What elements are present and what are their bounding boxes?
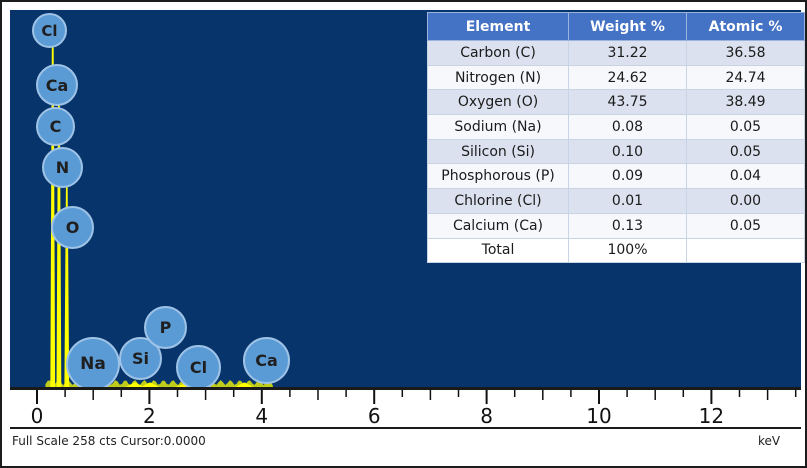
cell-atomic: 0.04: [686, 163, 805, 190]
x-axis-unit-label: keV: [758, 434, 781, 448]
peak-label-ca: Ca: [36, 64, 78, 106]
cell-weight: 31.22: [568, 40, 687, 66]
peak-label-c: C: [36, 107, 75, 146]
x-tick-label: 8: [480, 404, 493, 428]
table-row: Phosphorous (P) 0.09 0.04: [427, 163, 805, 190]
cell-element: Sodium (Na): [427, 114, 569, 140]
peak-label-ca: Ca: [243, 337, 290, 384]
x-tick-label: 0: [30, 404, 44, 428]
peak-label-na: Na: [66, 337, 120, 387]
full-scale-readout: Full Scale 258 cts Cursor:0.0000: [12, 434, 206, 448]
cell-weight: 24.62: [568, 64, 687, 91]
cell-atomic: 0.00: [686, 188, 805, 214]
cell-weight: 0.10: [568, 138, 687, 165]
table-row: Chlorine (Cl) 0.01 0.00: [427, 188, 805, 214]
table-row: Silicon (Si) 0.10 0.05: [427, 138, 805, 165]
cell-element: Carbon (C): [427, 40, 569, 66]
cell-atomic: 38.49: [686, 89, 805, 116]
cell-atomic: 0.05: [686, 114, 805, 140]
peak-c: [50, 15, 56, 387]
cell-element: Silicon (Si): [427, 138, 569, 165]
cell-element: Chlorine (Cl): [427, 188, 569, 214]
x-tick-label: 10: [586, 404, 612, 428]
cell-weight: 0.09: [568, 163, 687, 190]
cell-element: Oxygen (O): [427, 89, 569, 116]
cell-weight: 100%: [568, 237, 687, 264]
x-tick-label: 2: [143, 404, 156, 428]
peak-label-si: Si: [119, 337, 162, 380]
peak-label-o: O: [51, 206, 94, 249]
x-tick-label: 12: [698, 404, 725, 428]
peak-label-n: N: [42, 147, 83, 188]
cell-atomic: 0.05: [686, 138, 805, 165]
cell-atomic: 0.05: [686, 212, 805, 239]
cell-element: Total: [427, 237, 569, 264]
peak-label-cl: Cl: [176, 345, 221, 387]
peak-label-p: P: [144, 306, 187, 349]
x-axis-ticks: [36, 390, 797, 404]
table-row: Carbon (C) 31.22 36.58: [427, 40, 805, 66]
table-body: Carbon (C) 31.22 36.58 Nitrogen (N) 24.62 24.…: [427, 40, 805, 264]
table-row: Total 100%: [427, 237, 805, 264]
header-element: Element: [427, 12, 569, 41]
x-axis: 0 2 4 6 8 10 12: [10, 387, 801, 429]
x-tick-label: 4: [255, 404, 269, 428]
cell-weight: 0.08: [568, 114, 687, 140]
peak-label-cl: Cl: [32, 13, 67, 48]
cell-weight: 0.01: [568, 188, 687, 214]
cell-element: Phosphorous (P): [427, 163, 569, 190]
cell-atomic: 36.58: [686, 40, 805, 66]
cell-atomic: [686, 237, 805, 264]
cell-element: Calcium (Ca): [427, 212, 569, 239]
table-header-row: Element Weight % Atomic %: [427, 12, 805, 41]
table-row: Calcium (Ca) 0.13 0.05: [427, 212, 805, 239]
cell-element: Nitrogen (N): [427, 64, 569, 91]
table-row: Nitrogen (N) 24.62 24.74: [427, 64, 805, 91]
table-row: Oxygen (O) 43.75 38.49: [427, 89, 805, 116]
header-weight: Weight %: [568, 12, 687, 41]
x-tick-label: 6: [367, 404, 381, 428]
cell-weight: 0.13: [568, 212, 687, 239]
table-row: Sodium (Na) 0.08 0.05: [427, 114, 805, 140]
header-atomic: Atomic %: [686, 12, 805, 41]
cell-weight: 43.75: [568, 89, 687, 116]
cell-atomic: 24.74: [686, 64, 805, 91]
composition-table: Element Weight % Atomic % Carbon (C) 31.2…: [427, 12, 805, 264]
